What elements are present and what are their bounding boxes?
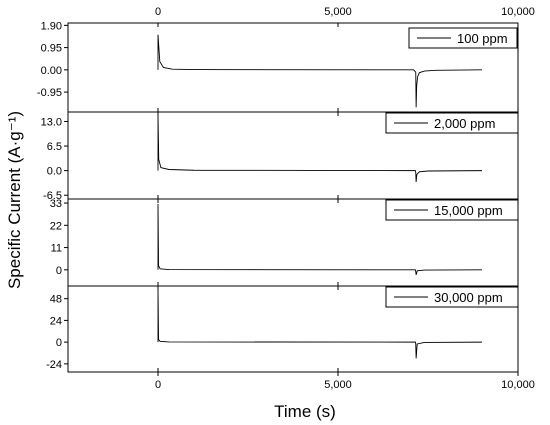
series-line [157,288,483,359]
y-tick-label: 0.0 [47,166,62,178]
panel-1: 1.90 0.95 0.00 -0.95 100 ppm [37,20,519,113]
y-tick-label: 1.90 [41,20,62,32]
panel-2: 13.0 6.5 0.0 -6.5 2,000 ppm [41,111,519,202]
y-tick-label: -24 [46,359,62,371]
legend-label: 30,000 ppm [434,290,503,305]
y-tick-label: 6.5 [47,141,62,153]
series-line [157,204,483,275]
panel-3: 33 22 11 0 15,000 ppm [50,198,519,287]
legend-box [385,199,519,221]
x-tick-label-bottom: 0 [155,379,161,391]
legend-box [408,27,518,49]
x-tick-label-top: 5,000 [324,6,352,18]
series-line [157,114,483,183]
y-axis-label: Specific Current (A·g⁻¹) [5,111,24,289]
legend-label: 100 ppm [457,31,508,46]
legend-label: 2,000 ppm [434,116,495,131]
y-tick-label: 33 [50,198,62,210]
x-tick-label-top: 10,000 [501,6,535,18]
y-tick-label: 0.95 [41,43,62,55]
panel-4: 48 24 0 -24 30,000 ppm [46,285,519,373]
legend: 15,000 ppm [385,199,519,221]
x-tick-label-top: 0 [155,6,161,18]
y-tick-label: 24 [50,315,62,327]
panel-frame [67,285,519,373]
chart-panels: 1.90 0.95 0.00 -0.95 100 ppm 13.0 6.5 0.0 -6.5 2,… [37,20,519,373]
y-tick-label: 13.0 [41,116,62,128]
y-tick-label: 11 [51,243,62,255]
legend-box [385,286,519,308]
y-tick-label: 22 [50,220,62,232]
y-tick-label: 0.00 [41,65,62,77]
y-tick-label: -6.5 [43,190,62,202]
y-tick-label: 0 [56,337,62,349]
y-tick-label: 0 [56,265,62,277]
legend: 2,000 ppm [385,112,519,134]
legend: 30,000 ppm [385,286,519,308]
legend-box [385,112,519,134]
bottom-x-axis: 0 5,000 10,000 [155,372,535,391]
y-tick-label: -0.95 [37,87,62,99]
x-axis-label: Time (s) [274,402,336,421]
legend: 100 ppm [408,27,518,49]
series-line [157,34,483,108]
top-x-axis: 0 5,000 10,000 [155,6,535,18]
x-tick-label-bottom: 5,000 [324,379,352,391]
y-tick-label: 48 [50,294,62,306]
x-tick-label-bottom: 10,000 [501,379,535,391]
legend-label: 15,000 ppm [434,203,503,218]
